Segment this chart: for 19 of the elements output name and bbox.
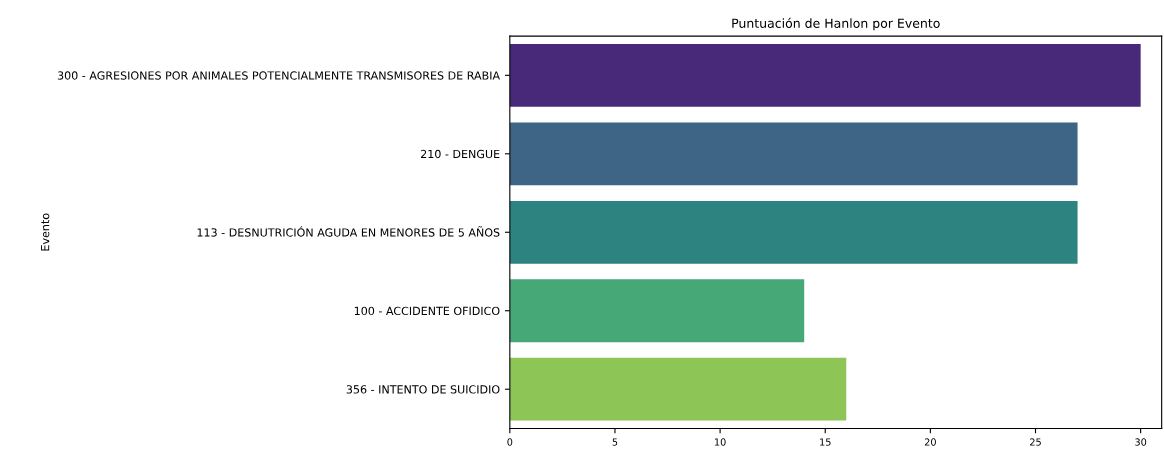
x-tick-label: 30 [1135,438,1147,446]
x-tick-label: 10 [714,438,726,446]
y-tick-label: 113 - DESNUTRICIÓN AGUDA EN MENORES DE 5 AÑOS [197,226,500,237]
y-axis-title: Evento [41,213,50,251]
bar [509,357,847,421]
y-tick-label: 300 - AGRESIONES POR ANIMALES POTENCIALMENTE TRANSMISORES DE RABIA [57,71,500,80]
bar [509,122,1078,186]
x-tick-label: 15 [820,438,831,446]
bar [509,200,1078,264]
x-tick-label: 5 [612,438,618,446]
bar [509,43,1141,107]
chart-title: Puntuación de Hanlon por Evento [732,17,940,31]
x-tick-label: 25 [1030,438,1041,446]
bar [509,279,805,343]
y-tick-label: 356 - INTENTO DE SUICIDIO [346,385,500,394]
y-tick-label: 100 - ACCIDENTE OFIDICO [354,306,500,316]
x-tick-label: 0 [507,438,513,446]
y-tick-label: 210 - DENGUE [420,149,500,159]
x-tick-label: 20 [924,438,936,446]
